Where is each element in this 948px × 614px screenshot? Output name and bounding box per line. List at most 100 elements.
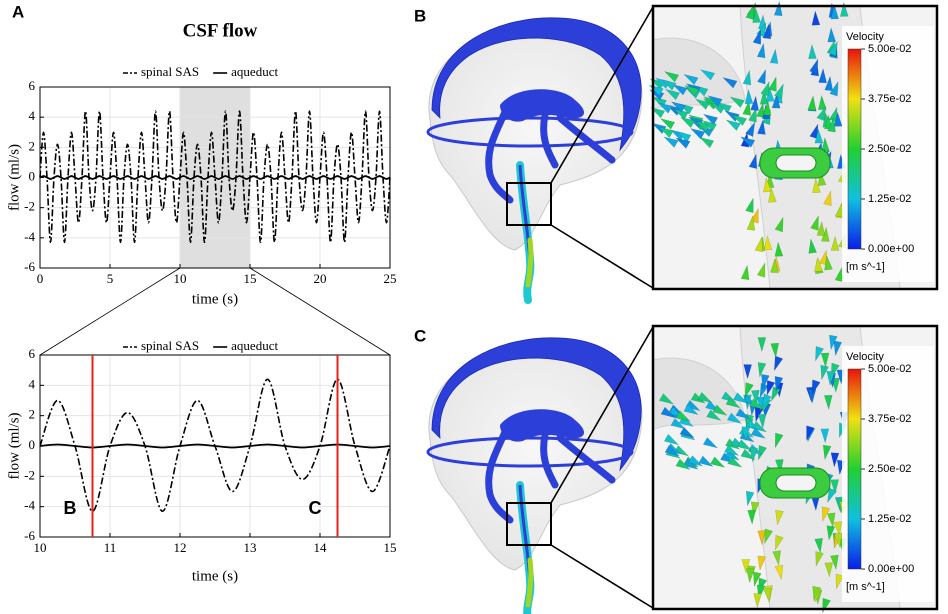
tentorium — [426, 436, 634, 468]
velocity-arrow — [811, 10, 821, 26]
velocity-arrow — [742, 69, 752, 86]
velocity-arrow — [670, 101, 686, 113]
y-tick-label: 4 — [29, 376, 36, 391]
velocity-arrow — [811, 379, 821, 396]
velocity-arrow — [823, 190, 832, 206]
velocity-arrow — [659, 393, 675, 405]
velocity-arrow — [688, 455, 704, 467]
velocity-arrow — [762, 23, 772, 40]
velocity-arrow — [761, 374, 770, 390]
velocity-arrow — [744, 382, 754, 398]
velocity-arrow — [731, 114, 747, 126]
velocity-arrow — [743, 364, 752, 380]
inset-connector — [550, 6, 654, 184]
velocity-arrow — [833, 521, 843, 537]
velocity-arrow — [701, 120, 717, 132]
velocity-arrow — [830, 554, 839, 571]
colorbar-unit: [m s^-1] — [846, 261, 885, 273]
velocity-arrow — [823, 395, 833, 411]
inset-connector — [550, 326, 654, 504]
velocity-arrow — [706, 409, 722, 421]
legend-label: aqueduct — [231, 338, 278, 353]
y-tick-label: -2 — [24, 199, 35, 214]
velocity-arrow — [742, 100, 751, 116]
velocity-arrow — [683, 403, 699, 415]
velocity-arrow — [657, 102, 673, 114]
panel-label: C — [414, 326, 426, 345]
y-tick-label: -2 — [24, 467, 35, 482]
velocity-arrow — [757, 530, 766, 546]
velocity-arrow — [698, 455, 714, 467]
velocity-arrow — [729, 96, 745, 108]
colorbar-tick-label: 5.00e-02 — [868, 43, 911, 55]
velocity-arrow — [827, 27, 836, 43]
y-tick-label: -6 — [24, 259, 35, 274]
velocity-arrow — [830, 4, 839, 20]
y-tick-label: -4 — [24, 498, 35, 513]
velocity-arrow — [660, 406, 676, 418]
velocity-arrow — [771, 93, 781, 109]
x-tick-label: 14 — [314, 540, 328, 555]
velocity-arrow — [810, 215, 819, 231]
velocity-arrow — [763, 235, 773, 251]
velocity-arrow — [685, 399, 701, 412]
data-line — [39, 443, 391, 449]
velocity-arrow — [663, 136, 679, 148]
x-tick-label: 15 — [244, 271, 257, 286]
velocity-arrow — [814, 128, 824, 144]
x-tick-label: 5 — [107, 271, 114, 286]
velocity-arrow — [675, 410, 691, 422]
inset-connector — [550, 544, 654, 609]
velocity-arrow — [809, 58, 819, 74]
velocity-arrow — [748, 107, 757, 123]
velocity-arrow — [751, 421, 767, 433]
velocity-arrow — [824, 255, 833, 271]
velocity-arrow — [829, 334, 838, 351]
velocity-arrow — [763, 177, 772, 193]
velocity-arrow — [749, 398, 765, 410]
velocity-arrow — [712, 404, 728, 416]
velocity-arrow — [756, 42, 766, 59]
velocity-arrow — [806, 425, 815, 442]
spinal-canal-tip — [525, 557, 534, 608]
legend-label: spinal SAS — [141, 338, 199, 353]
velocity-arrow — [807, 95, 817, 111]
y-tick-label: -6 — [24, 528, 35, 543]
y-tick-label: 0 — [29, 437, 36, 452]
velocity-arrow — [814, 256, 823, 272]
colorbar-unit: [m s^-1] — [846, 581, 885, 593]
velocity-arrow — [664, 445, 680, 457]
velocity-arrow — [808, 238, 817, 254]
velocity-arrow — [826, 512, 836, 528]
ventricle — [431, 17, 642, 152]
velocity-arrow — [770, 257, 779, 273]
flow-ring-hole — [775, 154, 817, 172]
cisterns — [485, 108, 616, 204]
velocity-arrow — [756, 102, 765, 118]
velocity-arrow — [680, 116, 696, 129]
velocity-arrow — [820, 352, 830, 368]
x-tick-label: 13 — [244, 540, 257, 555]
tentorium — [426, 116, 634, 148]
colorbar-tick-label: 5.00e-02 — [868, 363, 911, 375]
velocity-arrow — [661, 79, 677, 91]
velocity-arrow — [757, 362, 767, 378]
x-tick-label: 10 — [174, 271, 187, 286]
velocity-arrow — [764, 528, 773, 545]
velocity-arrow — [745, 490, 755, 507]
velocity-arrow — [757, 337, 767, 353]
velocity-arrow — [773, 0, 783, 17]
velocity-arrow — [753, 593, 762, 609]
velocity-arrow — [679, 426, 695, 439]
colorbar — [847, 368, 862, 570]
velocity-arrow — [746, 568, 755, 584]
velocity-arrow — [774, 564, 784, 581]
velocity-arrow — [694, 98, 711, 110]
marker-label: C — [309, 498, 322, 518]
velocity-arrow — [807, 388, 817, 404]
velocity-arrow — [757, 413, 767, 429]
third-ventricle — [500, 89, 585, 122]
x-tick-label: 25 — [384, 271, 397, 286]
